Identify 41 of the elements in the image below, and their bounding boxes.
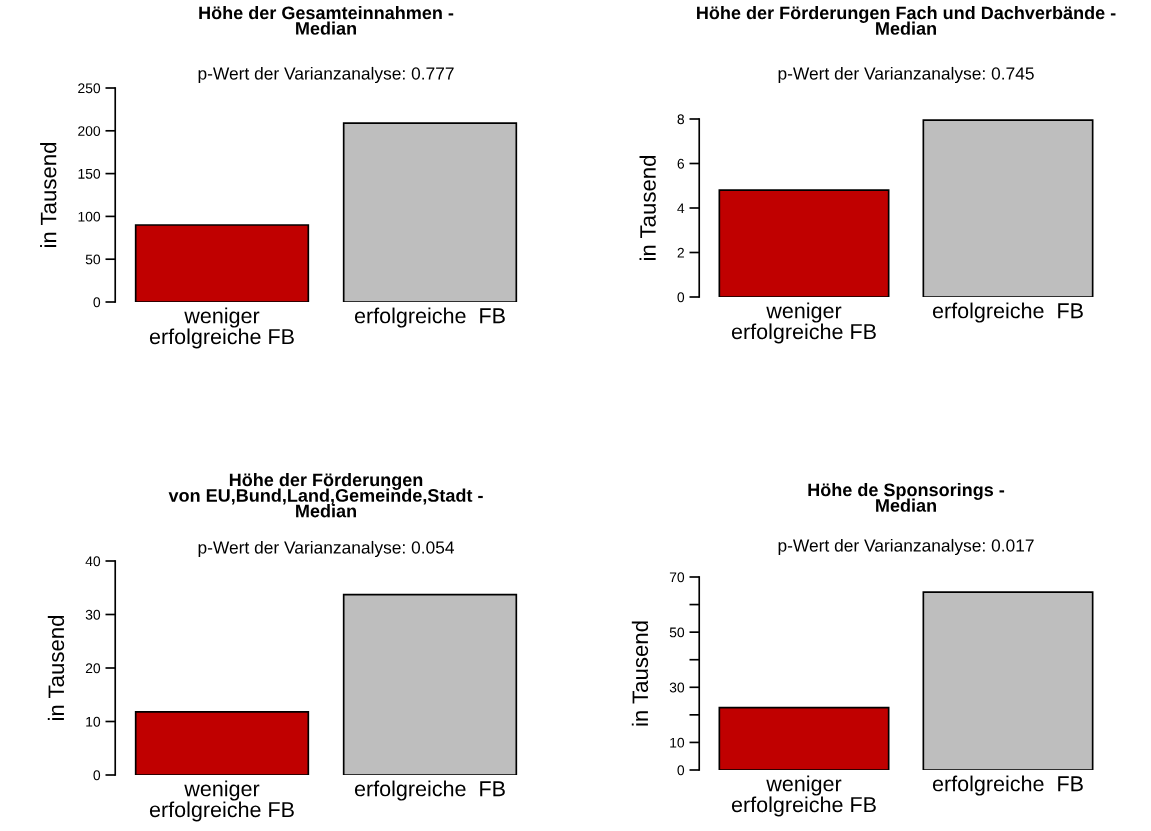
y-tick-label: 30 (669, 682, 685, 693)
y-tick-label: 0 (93, 770, 101, 781)
y-tick-label: 10 (670, 737, 685, 748)
y-tick-label: 50 (669, 627, 685, 638)
x-tick-label: erfolgreiche FB (354, 307, 505, 328)
y-tick-label: 100 (78, 211, 101, 222)
y-tick-label: 50 (85, 254, 101, 265)
y-tick-label: 0 (93, 297, 101, 308)
chart-subtitle: p-Wert der Varianzanalyse: 0.017 (778, 538, 1034, 556)
chart-subtitle: p-Wert der Varianzanalyse: 0.745 (778, 66, 1034, 84)
chart-subtitle: p-Wert der Varianzanalyse: 0.054 (198, 540, 455, 558)
chart-title: Höhe der Gesamteinnahmen - Median (199, 6, 454, 35)
x-tick-label: weniger erfolgreiche FB (149, 307, 294, 349)
x-tick-label: weniger erfolgreiche FB (731, 302, 876, 344)
y-tick-label: 30 (85, 609, 101, 620)
y-axis-title: in Tausend (631, 621, 649, 726)
y-tick-label: 4 (677, 203, 685, 214)
y-tick-label: 6 (677, 158, 685, 169)
chart-title: Höhe der Förderungen Fach und Dachverbände - Median (697, 6, 1116, 35)
y-tick-label: 2 (677, 247, 684, 258)
chart-title: Höhe der Förderungen von EU,Bund,Land,Gemeinde,Stadt - Median (168, 473, 483, 518)
x-tick-label: weniger erfolgreiche FB (149, 780, 294, 822)
y-tick-label: 0 (677, 765, 685, 776)
x-tick-label: weniger erfolgreiche FB (731, 775, 876, 817)
y-tick-label: 150 (78, 168, 101, 179)
chart-title: Höhe de Sponsorings - Median (808, 483, 1005, 512)
x-tick-label: erfolgreiche FB (932, 302, 1083, 323)
x-tick-label: erfolgreiche FB (932, 775, 1083, 796)
y-tick-label: 8 (677, 114, 685, 125)
y-tick-label: 40 (85, 556, 101, 567)
chart-subtitle: p-Wert der Varianzanalyse: 0.777 (198, 66, 454, 84)
y-tick-label: 70 (669, 572, 685, 583)
y-tick-label: 0 (677, 292, 685, 303)
y-tick-label: 250 (78, 83, 101, 94)
y-axis-title: in Tausend (639, 155, 656, 261)
y-axis-title: in Tausend (40, 142, 57, 248)
y-tick-label: 200 (78, 126, 101, 136)
y-axis-title: in Tausend (47, 615, 65, 721)
y-tick-label: 20 (85, 663, 101, 674)
y-tick-label: 10 (86, 716, 101, 727)
x-tick-label: erfolgreiche FB (354, 780, 505, 801)
